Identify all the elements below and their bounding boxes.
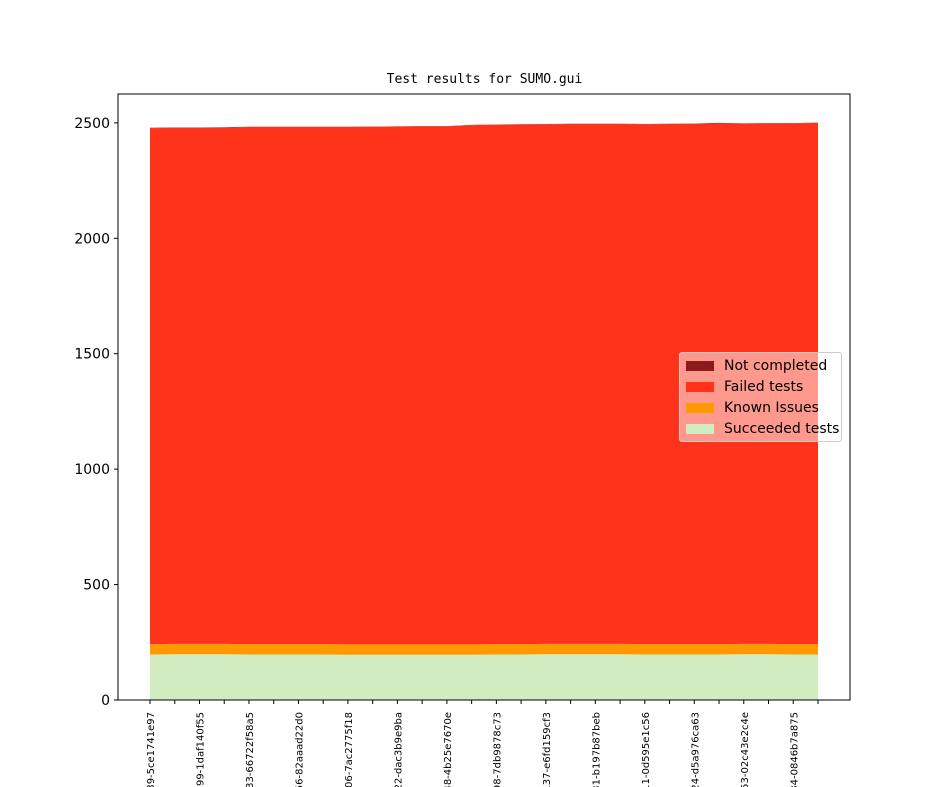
- legend: Not completed Failed tests Known Issues …: [679, 352, 842, 442]
- x-tick-label: 39-5ce1741e97: [146, 712, 157, 787]
- x-tick-label: 98-7db9878c73: [492, 712, 503, 787]
- legend-swatch: [686, 424, 714, 434]
- legend-label: Not completed: [724, 358, 828, 374]
- legend-label: Failed tests: [724, 379, 804, 395]
- y-tick-label: 0: [101, 693, 110, 709]
- legend-swatch: [686, 361, 714, 371]
- area-series-not-completed: [150, 122, 818, 129]
- y-tick-label: 500: [83, 578, 110, 594]
- x-tick-label: 56-82aaad22d0: [294, 712, 305, 787]
- x-tick-label: 48-4b25e7670e: [443, 712, 454, 787]
- legend-entry-known-issues: Known Issues: [686, 398, 819, 418]
- x-tick-label: 24-d5a976ca63: [690, 712, 701, 787]
- x-tick-label: 84-0846b7a875: [789, 712, 800, 787]
- x-tick-label: 06-7ac2775f18: [344, 712, 355, 787]
- area-series-succeeded-tests: [150, 654, 818, 700]
- legend-entry-not-completed: Not completed: [686, 356, 827, 376]
- chart-title: Test results for SUMO.gui: [386, 72, 583, 87]
- area-series-known-issues: [150, 643, 818, 655]
- legend-label: Known Issues: [724, 400, 819, 416]
- legend-label: Succeeded tests: [724, 421, 840, 437]
- legend-entry-failed-tests: Failed tests: [686, 377, 803, 397]
- y-tick-label: 1000: [74, 462, 110, 478]
- x-tick-label: 137-e6fd159cf3: [542, 712, 553, 787]
- y-tick-label: 2000: [74, 231, 110, 247]
- y-tick-label: 1500: [74, 347, 110, 363]
- x-tick-label: 33-66722f58a5: [245, 712, 256, 787]
- legend-swatch: [686, 403, 714, 413]
- legend-entry-succeeded-tests: Succeeded tests: [686, 419, 839, 439]
- y-tick-label: 2500: [74, 116, 110, 132]
- x-tick-label: 31-b197b87beb: [591, 712, 602, 787]
- area-series-failed-tests: [150, 122, 818, 645]
- axes-frame: [117, 93, 851, 701]
- x-tick-label: 53-02c43e2c4e: [740, 712, 751, 787]
- legend-swatch: [686, 382, 714, 392]
- x-tick-label: 11-0d595e1c56: [641, 712, 652, 787]
- x-tick-label: 399-1daf140f55: [195, 712, 206, 787]
- x-tick-label: 22-dac3b9e9ba: [393, 712, 404, 787]
